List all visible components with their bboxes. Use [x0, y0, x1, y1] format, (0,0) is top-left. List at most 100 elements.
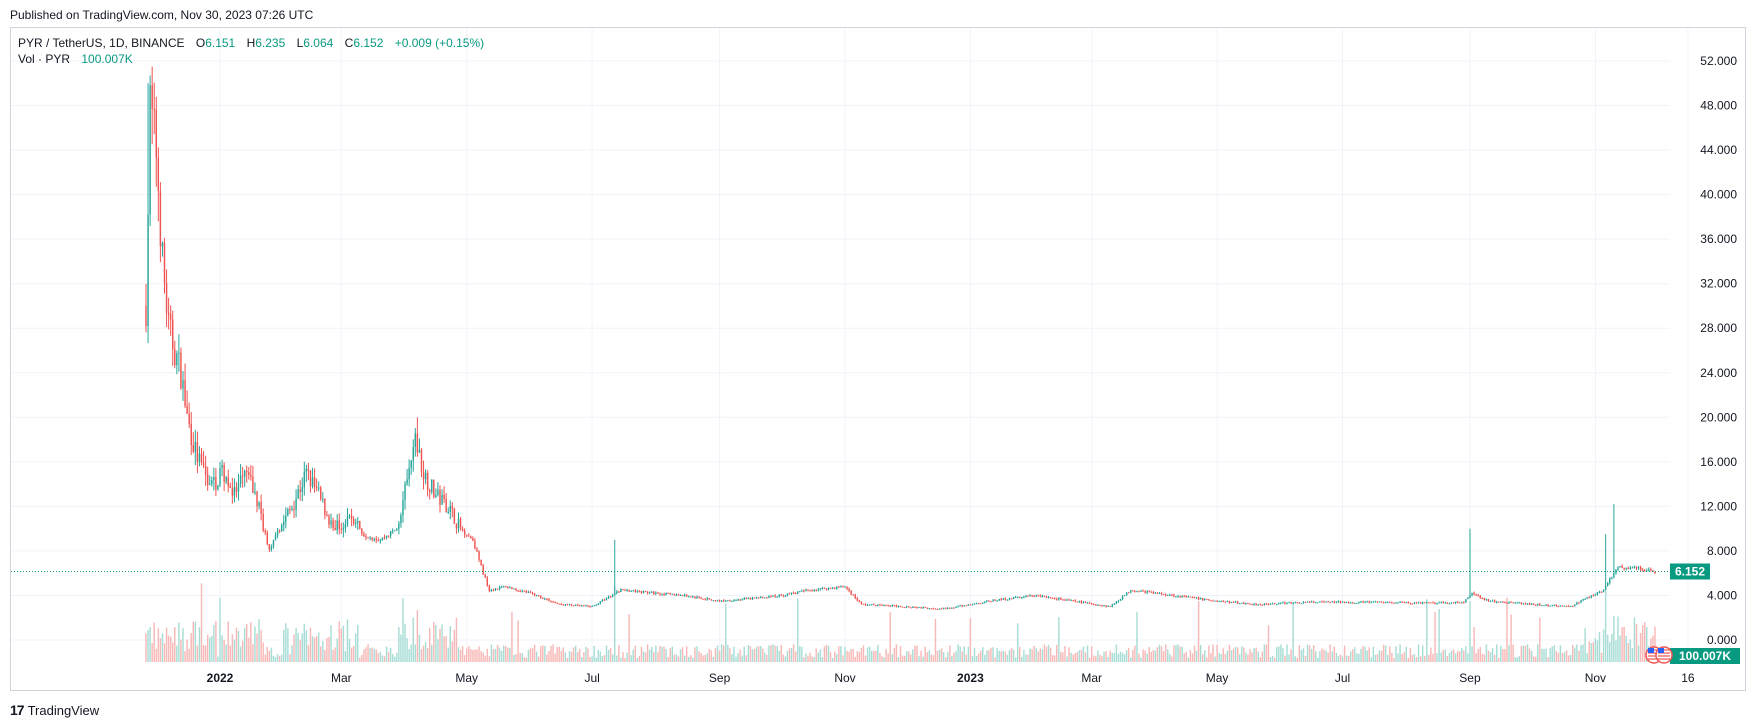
candle-body — [1216, 600, 1218, 602]
candle-body — [486, 577, 488, 586]
candle-body — [1212, 600, 1214, 602]
low-label: L — [296, 36, 304, 50]
volume-bar — [256, 633, 258, 662]
volume-bar — [433, 621, 435, 662]
volume-bar — [1177, 644, 1179, 662]
candle-body — [562, 604, 565, 606]
candle-body — [1495, 601, 1498, 603]
volume-bar — [984, 654, 986, 662]
candle-body — [685, 594, 688, 597]
volume-bar — [926, 652, 928, 662]
tradingview-brand[interactable]: 17 TradingView — [10, 702, 99, 718]
time-tick-label: Sep — [709, 671, 731, 685]
price-tick-label: 16.000 — [1700, 455, 1737, 469]
candle-body — [751, 597, 754, 600]
volume-bar — [1432, 653, 1434, 662]
volume-bar — [1039, 648, 1042, 662]
volume-bar — [1058, 617, 1060, 662]
candle-body — [879, 604, 881, 606]
volume-bar — [1156, 647, 1159, 662]
candle-body — [1387, 601, 1389, 603]
volume-bar — [1543, 648, 1545, 662]
volume-bar — [1142, 649, 1144, 662]
volume-bar — [1615, 640, 1617, 662]
candle-body — [412, 446, 414, 461]
candle-body — [712, 600, 715, 602]
candle-body — [868, 604, 871, 606]
candle-body — [453, 508, 456, 524]
volume-bar — [465, 648, 468, 662]
volume-bar — [359, 657, 361, 662]
volume-bar — [990, 647, 992, 662]
candle-body — [741, 599, 743, 601]
volume-bar — [307, 645, 310, 662]
symbol-title[interactable]: PYR / TetherUS, 1D, BINANCE — [18, 36, 185, 50]
volume-bar — [494, 648, 497, 662]
candle-body — [519, 590, 521, 592]
candle-body — [1370, 602, 1373, 604]
candle-body — [326, 514, 328, 516]
volume-bar — [180, 639, 182, 662]
candle-body — [1214, 600, 1216, 602]
candle-body — [513, 588, 515, 590]
volume-bar — [1637, 645, 1640, 662]
candle-body — [552, 601, 554, 603]
volume-bar — [881, 656, 883, 662]
candle-body — [1541, 605, 1543, 607]
candle-body — [381, 537, 384, 541]
candle-body — [1572, 606, 1574, 608]
candle-body — [254, 491, 256, 494]
candle-body — [468, 535, 470, 537]
candle-body — [1352, 602, 1354, 604]
volume-bar — [1341, 656, 1344, 662]
candle-body — [227, 477, 229, 487]
candle-body — [897, 606, 900, 608]
candle-body — [856, 598, 859, 601]
volume-bar — [1574, 647, 1576, 662]
volume-bar — [1553, 645, 1555, 662]
candle-body — [799, 591, 801, 593]
volume-bar — [945, 657, 947, 662]
candle-body — [188, 413, 190, 424]
volume-bar — [819, 649, 822, 662]
candle-body — [322, 498, 324, 500]
volume-bar — [591, 656, 593, 662]
candle-body — [1569, 606, 1572, 608]
candle-body — [1654, 571, 1656, 574]
candle-body — [605, 598, 608, 601]
volume-bar — [1193, 645, 1196, 662]
candle-body — [729, 600, 731, 602]
candle-body — [1473, 592, 1475, 595]
candle-body — [1625, 567, 1627, 569]
candle-body — [1485, 599, 1488, 601]
candle-body — [1491, 600, 1494, 602]
candle-body — [482, 565, 484, 575]
volume-bar — [367, 644, 369, 662]
volume-bar — [1292, 601, 1294, 662]
volume-bar — [969, 618, 972, 662]
volume-bar — [679, 649, 682, 662]
candle-body — [1522, 603, 1525, 605]
volume-bar — [741, 655, 743, 662]
volume-bar — [587, 648, 589, 662]
candle-body — [1617, 566, 1619, 570]
candle-body — [1082, 601, 1085, 604]
candle-body — [416, 433, 419, 453]
candle-body — [256, 491, 258, 507]
volume-bar — [1025, 654, 1027, 662]
volume-bar — [266, 646, 269, 662]
volume-bar — [1446, 655, 1449, 662]
candle-body — [692, 596, 694, 598]
volume-bar — [200, 583, 203, 662]
candle-body — [905, 606, 908, 608]
candle-body — [186, 406, 188, 414]
candle-body — [320, 487, 322, 499]
volume-bar — [1317, 657, 1319, 662]
candle-body — [1029, 595, 1031, 597]
volume-bar — [548, 651, 550, 662]
volume-bar — [258, 619, 260, 662]
volume-bar — [350, 647, 353, 662]
candle-body — [1631, 567, 1634, 569]
volume-bar — [942, 652, 945, 662]
